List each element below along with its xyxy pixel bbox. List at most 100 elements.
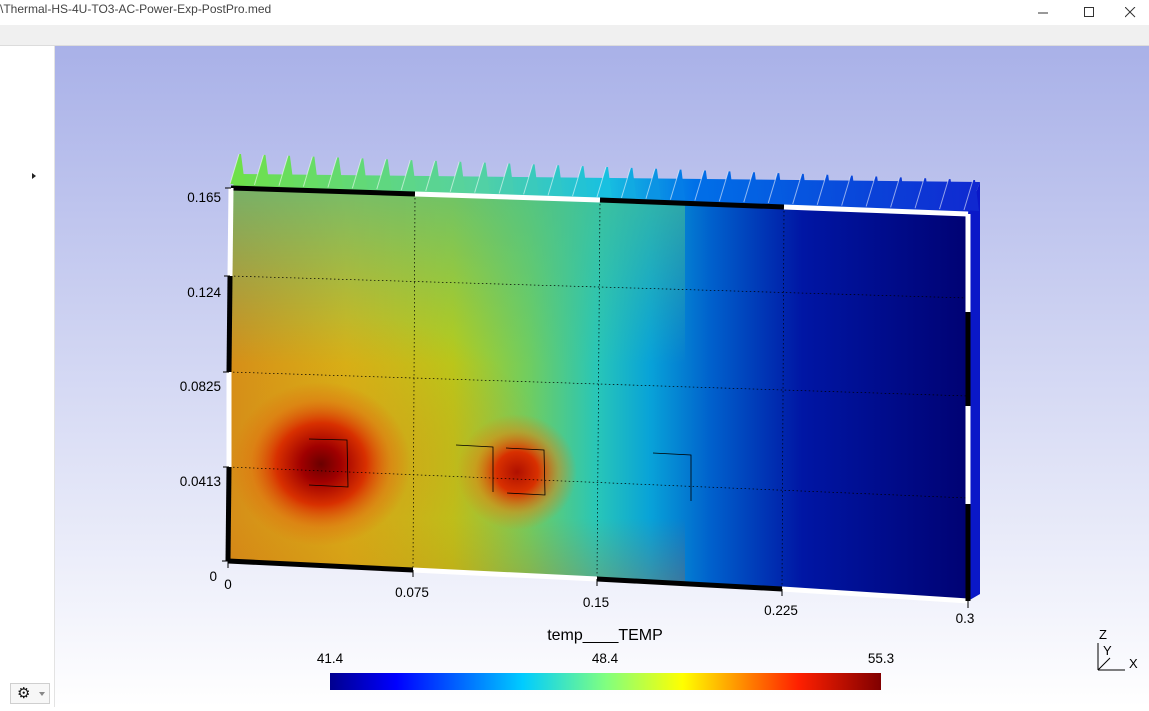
heatsink-fin bbox=[719, 171, 735, 203]
title-bar: \Thermal-HS-4U-TO3-AC-Power-Exp-PostPro.… bbox=[0, 0, 1149, 25]
toolbar bbox=[0, 25, 1149, 46]
heatsink-fin-edge bbox=[767, 172, 778, 204]
3d-viewport[interactable]: 0.165 0.124 0.0825 0.0413 0 0 0.075 0.15… bbox=[55, 46, 1149, 707]
close-icon bbox=[1125, 7, 1136, 18]
heatsink-fin bbox=[768, 173, 784, 205]
heatsink-fin-edge bbox=[596, 166, 607, 198]
colorbar: temp____TEMP 41.4 48.4 55.3 bbox=[317, 627, 894, 690]
heatsink-fin bbox=[792, 173, 808, 205]
heatsink-fin bbox=[401, 160, 417, 192]
x-tick-label: 0.075 bbox=[395, 585, 429, 600]
heatsink-fin bbox=[670, 169, 686, 201]
heatsink-fin bbox=[964, 180, 979, 211]
heatsink-fin bbox=[254, 154, 270, 186]
y-tick-label: 0.0825 bbox=[180, 379, 221, 394]
heatsink-fin bbox=[278, 155, 294, 187]
colorbar-title: temp____TEMP bbox=[547, 627, 663, 644]
heatsink-fin bbox=[548, 165, 564, 197]
heatsink-fin-edge bbox=[718, 171, 729, 202]
heatsink-fin-edge bbox=[351, 158, 362, 189]
hotspot-component-2 bbox=[457, 414, 577, 530]
heatsink-fin-edge bbox=[449, 161, 460, 192]
y-tick-label: 0.124 bbox=[187, 285, 221, 300]
heatsink-fin-edge bbox=[572, 165, 583, 197]
heatsink-fin-edge bbox=[253, 154, 264, 186]
plot-grid bbox=[228, 193, 969, 590]
x-tick-label: 0.15 bbox=[583, 595, 609, 610]
heatsink-fin bbox=[376, 159, 392, 191]
heatsink-fin bbox=[450, 161, 466, 193]
heatsink-fins bbox=[229, 153, 979, 211]
heatsink-fin-edge bbox=[523, 164, 534, 195]
triad-y-label: Y bbox=[1103, 643, 1112, 658]
heatsink-fin bbox=[597, 167, 612, 198]
heatsink-side-face bbox=[968, 182, 980, 601]
heatsink-fin-edge bbox=[400, 159, 411, 191]
heatsink-fin-edge bbox=[645, 168, 656, 199]
heatsink-fin bbox=[841, 175, 857, 207]
gear-icon: ⚙ bbox=[17, 684, 31, 702]
axis-frame bbox=[225, 185, 971, 604]
viewport-canvas: 0.165 0.124 0.0825 0.0413 0 0 0.075 0.15… bbox=[55, 46, 1149, 707]
minimize-button[interactable] bbox=[1020, 0, 1066, 25]
colorbar-min-label: 41.4 bbox=[317, 651, 344, 666]
heatsink-fin bbox=[352, 158, 368, 190]
left-panel bbox=[0, 46, 55, 707]
triad-x-label: X bbox=[1129, 656, 1138, 671]
minimize-icon bbox=[1037, 12, 1048, 14]
heatsink-fin-edge bbox=[278, 155, 289, 186]
heatsink-fin bbox=[572, 166, 588, 198]
y-tick-label: 0 bbox=[209, 569, 217, 584]
heatsink-fin-edge bbox=[865, 176, 876, 207]
settings-button[interactable]: ⚙ bbox=[10, 683, 50, 704]
x-tick-label: 0.3 bbox=[956, 611, 975, 626]
heatsink-fin bbox=[425, 160, 441, 192]
heatsink-fin bbox=[645, 168, 661, 200]
colorbar-mid-label: 48.4 bbox=[592, 651, 619, 666]
heatsink-fin-edge bbox=[816, 174, 827, 205]
heatsink-fin bbox=[817, 174, 833, 206]
colorbar-gradient bbox=[330, 673, 881, 690]
hotspot-component-1 bbox=[231, 382, 411, 546]
heatsink-fin-edge bbox=[229, 153, 240, 185]
axis-ticks bbox=[222, 187, 969, 608]
heatsink-fin bbox=[890, 177, 906, 209]
heatsink-fin-edge bbox=[620, 167, 631, 199]
maximize-button[interactable] bbox=[1066, 0, 1112, 25]
heatsink-fin bbox=[499, 163, 515, 195]
heatsink-fin bbox=[327, 157, 343, 189]
y-tick-label: 0.165 bbox=[187, 190, 221, 205]
heatsink-fin-edge bbox=[327, 157, 338, 188]
heatsink-fin bbox=[523, 164, 539, 196]
heatsink-fin-edge bbox=[963, 179, 974, 211]
x-tick-label: 0.225 bbox=[764, 603, 798, 618]
maximize-icon bbox=[1083, 7, 1094, 17]
triad-z-label: Z bbox=[1099, 627, 1107, 642]
heatsink-fin bbox=[939, 179, 955, 211]
heatsink-fin bbox=[474, 162, 490, 194]
heatsink-fin bbox=[694, 170, 710, 202]
heatsink-fin-edge bbox=[547, 165, 558, 196]
heatsink-fin-edge bbox=[498, 163, 509, 194]
y-tick-label: 0.0413 bbox=[180, 474, 221, 489]
x-tick-label: 0 bbox=[224, 577, 232, 592]
component-outlines bbox=[308, 438, 692, 501]
heatsink-fin bbox=[303, 156, 319, 188]
triangle-right-icon[interactable] bbox=[32, 173, 36, 179]
heatsink-fin bbox=[915, 178, 931, 210]
heatsink-fin-edge bbox=[669, 169, 680, 200]
heatsink-fin bbox=[230, 154, 245, 185]
heatsink-fin-edge bbox=[841, 175, 852, 206]
close-button[interactable] bbox=[1112, 0, 1149, 25]
heatsink-fin-edge bbox=[474, 162, 485, 193]
chevron-down-icon bbox=[39, 692, 45, 696]
heatsink-model bbox=[222, 153, 980, 608]
window-title: \Thermal-HS-4U-TO3-AC-Power-Exp-PostPro.… bbox=[0, 2, 272, 16]
heatsink-fin bbox=[866, 176, 882, 208]
heatsink-fin-edge bbox=[302, 156, 313, 187]
axes-triad: Z Y X bbox=[1097, 627, 1138, 671]
colorbar-max-label: 55.3 bbox=[868, 651, 894, 666]
heatsink-fin-edge bbox=[376, 159, 387, 190]
heatsink-fin bbox=[743, 172, 759, 204]
heatsink-fin-edge bbox=[792, 173, 803, 205]
